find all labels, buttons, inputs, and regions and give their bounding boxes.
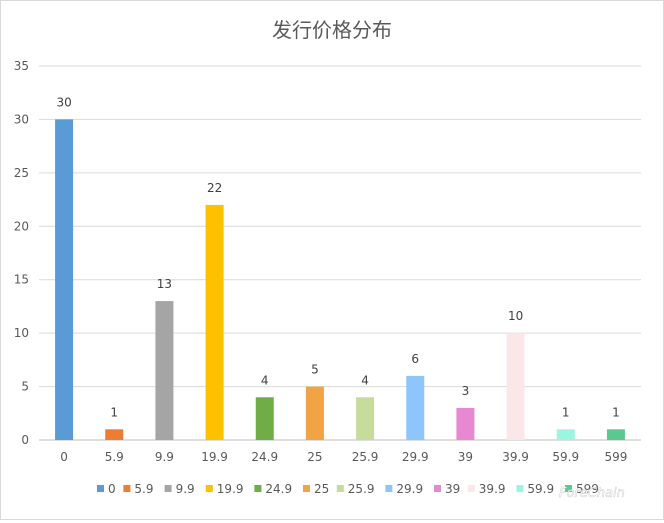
x-tick-label: 0: [60, 450, 68, 464]
x-tick-label: 59.9: [552, 450, 579, 464]
data-label: 1: [562, 405, 570, 419]
legend-label: 599: [576, 482, 599, 496]
legend-item-599[interactable]: 599: [565, 482, 599, 496]
legend-label: 25.9: [348, 482, 375, 496]
legend-item-25.9[interactable]: 25.9: [336, 482, 375, 496]
legend-swatch: [467, 485, 475, 492]
legend-swatch: [123, 485, 131, 492]
legend-item-29.9[interactable]: 29.9: [385, 482, 423, 496]
legend-swatch: [516, 485, 524, 492]
bar-0: [55, 119, 74, 440]
bar-29.9: [406, 375, 425, 440]
legend-swatch: [385, 485, 393, 492]
legend-swatch: [254, 485, 262, 492]
data-label: 22: [207, 181, 222, 195]
watermark-text: ForeChain: [559, 486, 625, 501]
data-label: 4: [361, 373, 369, 387]
bar-25: [305, 386, 324, 440]
data-label: 10: [508, 309, 523, 323]
legend-swatch: [205, 485, 213, 492]
bar-39.9: [506, 333, 525, 440]
legend-item-59.9[interactable]: 59.9: [516, 482, 554, 496]
x-tick-label: 39.9: [502, 450, 529, 464]
legend-label: 9.9: [176, 482, 195, 496]
legend-label: 0: [108, 482, 116, 496]
legend-item-25[interactable]: 25: [303, 482, 329, 496]
legend-swatch: [336, 485, 344, 492]
x-tick-label: 24.9: [251, 450, 278, 464]
legend-swatch: [565, 485, 572, 492]
legend-item-39[interactable]: 39: [434, 482, 460, 496]
legend-label: 39: [445, 482, 460, 496]
chart-title: 发行价格分布: [272, 18, 392, 42]
legend-item-39.9[interactable]: 39.9: [467, 482, 506, 496]
x-tick-label: 39: [458, 450, 473, 464]
data-label: 1: [612, 405, 620, 419]
bar-19.9: [205, 204, 224, 440]
bar-24.9: [255, 397, 274, 440]
data-label: 30: [56, 95, 71, 109]
x-tick-label: 19.9: [201, 450, 228, 464]
legend-label: 19.9: [217, 482, 244, 496]
y-tick-label: 20: [14, 219, 29, 233]
legend-item-5.9[interactable]: 5.9: [123, 482, 153, 496]
data-label: 13: [157, 277, 172, 291]
bar-9.9: [155, 301, 174, 440]
bars: [55, 119, 625, 440]
bar-59.9: [556, 429, 575, 440]
bar-599: [606, 429, 625, 440]
y-tick-label: 25: [14, 166, 29, 180]
y-axis-ticks: 0 5 10 15 20 25 30 35: [14, 59, 29, 447]
legend-item-0[interactable]: 0: [97, 482, 116, 496]
legend-label: 39.9: [479, 482, 506, 496]
legend-label: 29.9: [396, 482, 423, 496]
legend-label: 24.9: [265, 482, 292, 496]
data-labels: 30 1 13 22 4 5 4 6 3 10 1 1: [56, 95, 619, 419]
legend-label: 5.9: [134, 482, 153, 496]
x-tick-label: 29.9: [402, 450, 429, 464]
x-tick-label: 25.9: [352, 450, 379, 464]
y-tick-label: 15: [14, 273, 29, 287]
data-label: 4: [261, 373, 269, 387]
x-tick-label: 9.9: [155, 450, 174, 464]
data-label: 6: [411, 352, 419, 366]
x-axis-ticks: 0 5.9 9.9 19.9 24.9 25 25.9 29.9 39 39.9 59.9 599: [60, 450, 627, 464]
y-tick-label: 10: [14, 326, 29, 340]
x-tick-label: 599: [604, 450, 627, 464]
legend[interactable]: 0 5.9 9.9 19.9 24.9 25 25.9 29.9 39 39.9 59.9 599: [97, 482, 599, 496]
y-tick-label: 5: [21, 380, 29, 394]
legend-swatch: [434, 485, 441, 492]
data-label: 3: [462, 384, 470, 398]
x-tick-label: 5.9: [105, 450, 124, 464]
legend-item-19.9[interactable]: 19.9: [205, 482, 244, 496]
legend-swatch: [164, 485, 172, 492]
legend-label: 25: [314, 482, 329, 496]
legend-item-24.9[interactable]: 24.9: [254, 482, 292, 496]
legend-label: 59.9: [527, 482, 554, 496]
y-tick-label: 30: [14, 112, 29, 126]
y-tick-label: 0: [21, 433, 29, 447]
legend-item-9.9[interactable]: 9.9: [164, 482, 195, 496]
bar-25.9: [356, 397, 375, 440]
bar-5.9: [105, 429, 124, 440]
legend-swatch: [97, 485, 104, 492]
y-tick-label: 35: [14, 59, 29, 73]
bar-39: [456, 407, 475, 440]
data-label: 1: [110, 405, 118, 419]
legend-swatch: [303, 485, 310, 492]
data-label: 5: [311, 363, 319, 377]
x-tick-label: 25: [307, 450, 322, 464]
gridlines: [39, 65, 641, 441]
